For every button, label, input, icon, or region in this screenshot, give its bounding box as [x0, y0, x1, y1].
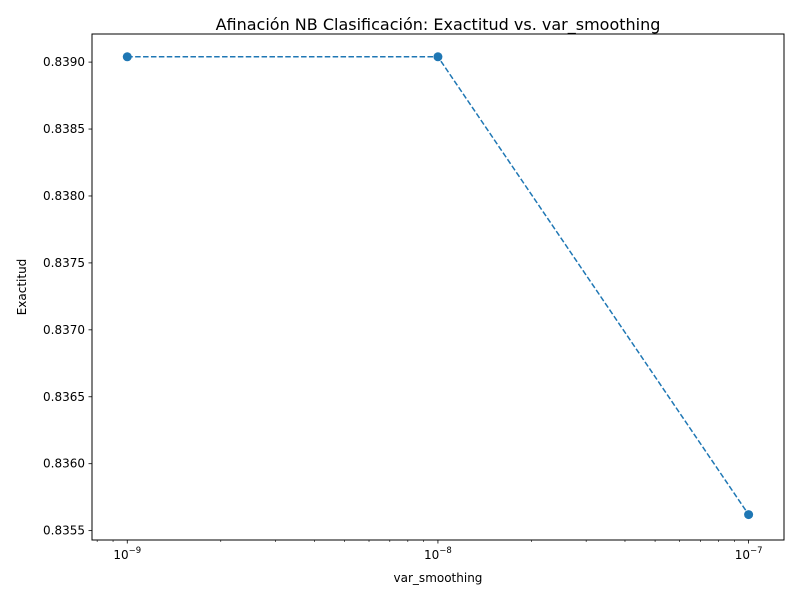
x-tick-label-exponent: −8 [439, 546, 452, 556]
plot-series [122, 52, 754, 520]
y-tick-label: 0.8375 [43, 256, 85, 270]
y-tick-label: 0.8385 [43, 122, 85, 136]
data-point [744, 510, 754, 520]
y-axis-label: Exactitud [15, 259, 29, 316]
series-line [127, 56, 750, 515]
x-tick-label-base: 10 [113, 548, 128, 562]
chart-title: Afinación NB Clasificación: Exactitud vs… [216, 15, 661, 35]
y-tick-label: 0.8355 [43, 524, 85, 538]
x-tick-label-base: 10 [735, 548, 750, 562]
y-tick-label: 0.8360 [43, 457, 85, 471]
x-axis-ticks: 10−9 10−8 10−7 [96, 540, 763, 562]
x-tick-label: 10−8 [424, 546, 452, 562]
x-tick-label-exponent: −9 [129, 546, 142, 556]
y-tick-label: 0.8380 [43, 189, 85, 203]
x-tick-label-exponent: −7 [750, 546, 763, 556]
data-point [433, 52, 443, 62]
axes-frame [91, 33, 785, 541]
x-axis-label: var_smoothing [394, 571, 483, 585]
y-axis-ticks: 0.8355 0.8360 0.8365 0.8370 0.8375 0.8380 0.83… [43, 55, 92, 538]
y-tick-label: 0.8365 [43, 390, 85, 404]
data-point [122, 52, 132, 62]
y-tick-label: 0.8370 [43, 323, 85, 337]
y-tick-label: 0.8390 [43, 55, 85, 69]
x-tick-label: 10−9 [113, 546, 141, 562]
x-tick-label-base: 10 [424, 548, 439, 562]
x-tick-label: 10−7 [735, 546, 763, 562]
